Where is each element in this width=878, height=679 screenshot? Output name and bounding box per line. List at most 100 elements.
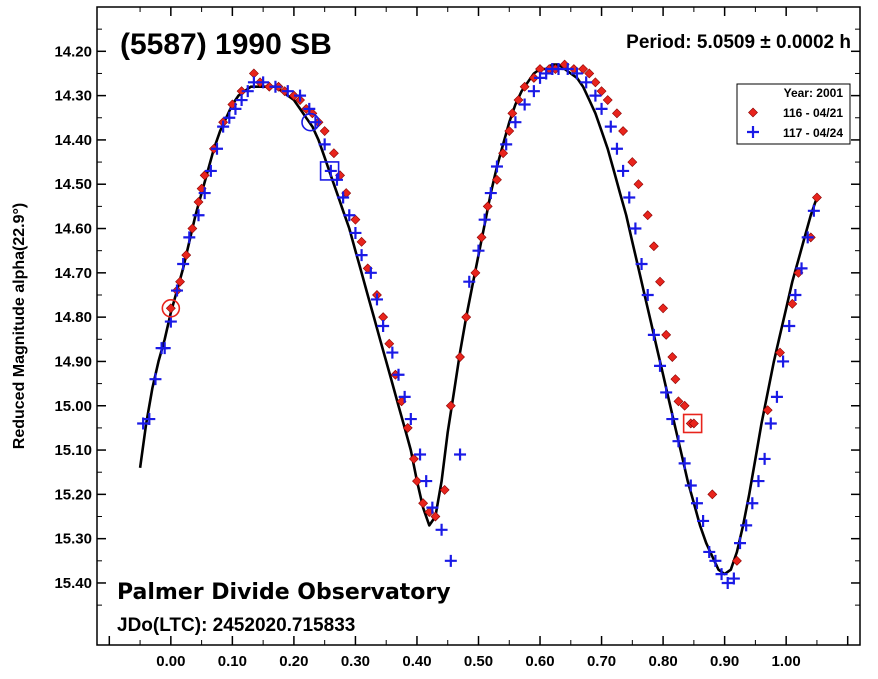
data-point-plus bbox=[478, 213, 491, 226]
y-tick-label: 14.90 bbox=[54, 353, 92, 370]
legend-title: Year: 2001 bbox=[784, 86, 844, 100]
legend-entry-116: 116 - 04/21 bbox=[783, 106, 843, 120]
data-point-plus bbox=[666, 413, 679, 426]
data-point-diamond bbox=[461, 312, 472, 323]
data-point-plus bbox=[740, 519, 753, 532]
data-point-plus bbox=[801, 231, 814, 244]
data-point-plus bbox=[604, 120, 617, 133]
data-point-diamond bbox=[578, 64, 589, 74]
legend: Year: 2001 116 - 04/21 117 - 04/24 bbox=[736, 83, 851, 145]
data-point-diamond bbox=[408, 453, 419, 464]
annotation-square bbox=[319, 161, 340, 181]
data-point-diamond bbox=[648, 241, 659, 252]
data-point-plus bbox=[177, 257, 190, 270]
data-point-plus bbox=[404, 413, 417, 426]
data-point-plus bbox=[392, 368, 405, 381]
data-point-diamond bbox=[612, 108, 622, 119]
data-point-plus bbox=[454, 448, 467, 461]
data-point-diamond bbox=[602, 95, 613, 105]
data-point-diamond bbox=[732, 555, 742, 566]
data-point-plus bbox=[337, 191, 350, 204]
y-tick-label: 14.20 bbox=[54, 43, 92, 60]
data-point-diamond bbox=[439, 485, 450, 495]
data-point-diamond bbox=[418, 498, 429, 509]
y-tick-label: 15.20 bbox=[54, 486, 92, 503]
data-point-diamond bbox=[165, 303, 176, 314]
data-point-plus bbox=[758, 452, 771, 465]
data-point-plus bbox=[137, 417, 150, 430]
y-tick-label: 15.30 bbox=[54, 531, 92, 548]
data-point-plus bbox=[709, 554, 722, 567]
data-point-plus bbox=[490, 160, 503, 173]
plot-frame bbox=[96, 6, 861, 646]
x-tick-label: 0.90 bbox=[710, 653, 739, 670]
legend-diamond-marker bbox=[748, 107, 758, 118]
data-point-plus bbox=[149, 373, 162, 386]
data-point-plus bbox=[349, 226, 362, 239]
data-point-plus bbox=[143, 413, 156, 426]
data-point-diamond bbox=[288, 90, 299, 101]
data-point-plus bbox=[217, 120, 230, 133]
x-tick-label: 0.40 bbox=[402, 653, 431, 670]
data-point-diamond bbox=[187, 223, 198, 234]
data-point-plus bbox=[318, 138, 331, 151]
data-point-diamond bbox=[775, 347, 785, 358]
data-point-plus bbox=[444, 554, 457, 567]
data-point-plus bbox=[269, 80, 282, 93]
data-point-plus bbox=[697, 514, 710, 527]
data-point-plus bbox=[518, 98, 531, 111]
y-tick-label: 14.50 bbox=[54, 176, 92, 193]
data-point-plus bbox=[223, 111, 236, 124]
data-point-plus bbox=[580, 76, 593, 89]
data-point-diamond bbox=[328, 148, 339, 159]
data-point-plus bbox=[764, 417, 777, 430]
data-point-diamond bbox=[181, 250, 192, 261]
data-point-diamond bbox=[596, 86, 607, 97]
data-point-diamond bbox=[476, 232, 487, 243]
data-point-plus bbox=[589, 89, 602, 102]
jdo-label: JDo(LTC): 2452020.715833 bbox=[117, 615, 355, 636]
legend-entry-117: 117 - 04/24 bbox=[783, 126, 843, 140]
data-point-diamond bbox=[670, 374, 681, 385]
data-point-plus bbox=[610, 142, 623, 155]
data-point-plus bbox=[783, 320, 796, 332]
data-point-diamond bbox=[470, 267, 481, 278]
x-tick-label: 0.80 bbox=[648, 653, 677, 670]
data-point-plus bbox=[370, 293, 383, 306]
data-point-diamond bbox=[642, 210, 653, 221]
data-point-plus bbox=[294, 89, 307, 102]
data-point-diamond bbox=[412, 476, 422, 486]
data-point-diamond bbox=[445, 400, 456, 411]
data-point-plus bbox=[500, 138, 513, 151]
data-point-plus bbox=[158, 342, 171, 355]
data-point-plus bbox=[377, 320, 390, 332]
x-tick-label: 0.20 bbox=[279, 653, 308, 670]
data-point-diamond bbox=[264, 81, 275, 92]
data-point-plus bbox=[777, 355, 790, 368]
y-tick-label: 14.80 bbox=[54, 309, 92, 326]
data-point-plus bbox=[257, 76, 270, 89]
data-point-diamond bbox=[402, 422, 413, 433]
data-point-plus bbox=[690, 497, 703, 510]
data-point-plus bbox=[807, 204, 820, 217]
data-point-plus bbox=[715, 568, 728, 581]
data-point-diamond bbox=[319, 126, 330, 136]
x-tick-label: 0.00 bbox=[156, 653, 185, 670]
period-label: Period: 5.0509 ± 0.0002 h bbox=[626, 32, 851, 53]
data-point-diamond bbox=[193, 197, 204, 207]
data-point-diamond bbox=[633, 179, 644, 190]
data-point-plus bbox=[386, 346, 399, 359]
data-point-plus bbox=[617, 164, 630, 177]
data-point-diamond bbox=[528, 72, 539, 83]
data-point-diamond bbox=[618, 126, 629, 136]
data-point-plus bbox=[641, 288, 654, 301]
y-tick-label: 14.70 bbox=[54, 265, 92, 282]
y-axis: 14.20 14.30 14.40 14.50 14.60 14.70 14.80 14.90… bbox=[54, 28, 860, 606]
data-point-plus bbox=[343, 209, 356, 222]
y-tick-label: 14.30 bbox=[54, 88, 92, 105]
data-point-plus bbox=[241, 85, 254, 98]
data-point-plus bbox=[229, 102, 242, 115]
x-tick-label: 0.30 bbox=[341, 653, 370, 670]
data-point-plus bbox=[463, 275, 476, 288]
